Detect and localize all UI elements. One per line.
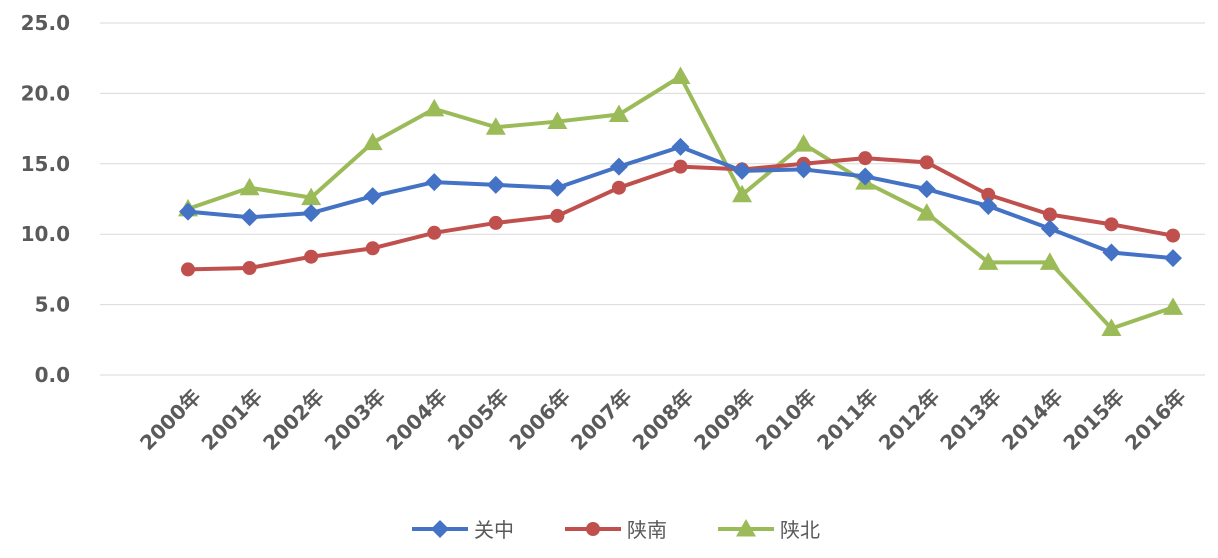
data-point	[427, 225, 442, 240]
data-point	[1042, 207, 1057, 222]
x-tick-label: 2006年	[504, 385, 574, 455]
x-tick-label: 2001年	[197, 385, 267, 455]
data-point	[919, 155, 934, 170]
legend-marker	[431, 520, 449, 538]
legend-marker	[736, 519, 756, 537]
data-point	[793, 134, 814, 152]
data-point	[981, 187, 996, 202]
x-tick-label: 2016年	[1120, 385, 1190, 455]
gridlines	[100, 22, 1205, 376]
data-point	[1163, 297, 1183, 315]
data-point	[304, 249, 319, 264]
y-tick-label: 25.0	[21, 11, 70, 35]
legend: 关中 陕南 陕北	[412, 518, 820, 542]
legend-item: 关中	[412, 518, 514, 542]
legend-label: 陕南	[627, 518, 667, 542]
data-point	[179, 202, 197, 221]
legend-label: 陕北	[780, 518, 820, 542]
data-point	[611, 180, 626, 195]
y-tick-label: 20.0	[21, 81, 70, 105]
data-point	[240, 208, 259, 227]
legend-label: 关中	[474, 518, 514, 542]
data-point	[547, 111, 568, 130]
x-tick-label: 2004年	[381, 385, 451, 455]
data-point	[673, 159, 688, 174]
data-point	[424, 98, 445, 117]
x-tick-label: 2010年	[751, 385, 821, 455]
data-point	[365, 241, 380, 256]
data-point	[1040, 219, 1059, 238]
data-point	[858, 151, 873, 166]
data-point	[733, 161, 752, 180]
x-tick-label: 2013年	[935, 385, 1005, 455]
data-point	[1104, 217, 1119, 232]
data-point	[362, 132, 383, 151]
y-tick-label: 15.0	[21, 152, 70, 176]
x-axis: 2000年2001年2002年2003年2004年2005年2006年2007年…	[135, 385, 1190, 455]
x-tick-label: 2011年	[812, 385, 882, 455]
data-point	[363, 187, 382, 206]
data-point	[301, 187, 322, 206]
legend-item: 陕南	[565, 518, 667, 542]
y-tick-label: 0.0	[35, 363, 70, 387]
y-axis: 0.0 5.0 10.0 15.0 20.0 25.0	[21, 11, 70, 387]
series-layer	[178, 66, 1183, 337]
data-point	[242, 260, 257, 275]
data-point	[1101, 318, 1122, 337]
data-point	[917, 180, 936, 199]
series-陕北	[178, 66, 1183, 337]
x-tick-label: 2014年	[997, 385, 1067, 455]
series-关中	[179, 137, 1182, 268]
data-point	[670, 66, 691, 85]
x-tick-label: 2012年	[874, 385, 944, 455]
data-point	[609, 157, 628, 176]
data-point	[548, 178, 567, 197]
data-point	[181, 262, 195, 277]
data-point	[239, 177, 260, 196]
data-point	[425, 173, 444, 192]
data-point	[978, 252, 999, 270]
y-tick-label: 10.0	[21, 222, 70, 246]
data-point	[1039, 252, 1060, 270]
data-point	[916, 203, 937, 221]
x-tick-label: 2015年	[1058, 385, 1128, 455]
data-point	[794, 160, 813, 179]
x-tick-label: 2005年	[443, 385, 513, 455]
x-tick-label: 2008年	[628, 385, 698, 455]
y-tick-label: 5.0	[35, 293, 70, 317]
legend-item: 陕北	[718, 518, 820, 542]
data-point	[1164, 249, 1182, 268]
x-tick-label: 2003年	[320, 385, 390, 455]
series-line	[187, 74, 1174, 331]
data-point	[856, 167, 875, 186]
data-point	[550, 208, 565, 223]
series-陕南	[181, 151, 1180, 277]
data-point	[1166, 228, 1180, 243]
data-point	[485, 117, 506, 135]
x-tick-label: 2000年	[135, 385, 205, 455]
x-tick-label: 2009年	[689, 385, 759, 455]
data-point	[608, 104, 629, 123]
legend-marker	[586, 522, 600, 536]
data-point	[1102, 243, 1121, 262]
data-point	[488, 215, 503, 230]
x-tick-label: 2002年	[258, 385, 328, 455]
data-point	[302, 204, 321, 223]
data-point	[671, 137, 690, 156]
data-point	[486, 175, 505, 194]
data-point	[979, 197, 998, 216]
x-tick-label: 2007年	[566, 385, 636, 455]
data-point	[732, 184, 753, 203]
